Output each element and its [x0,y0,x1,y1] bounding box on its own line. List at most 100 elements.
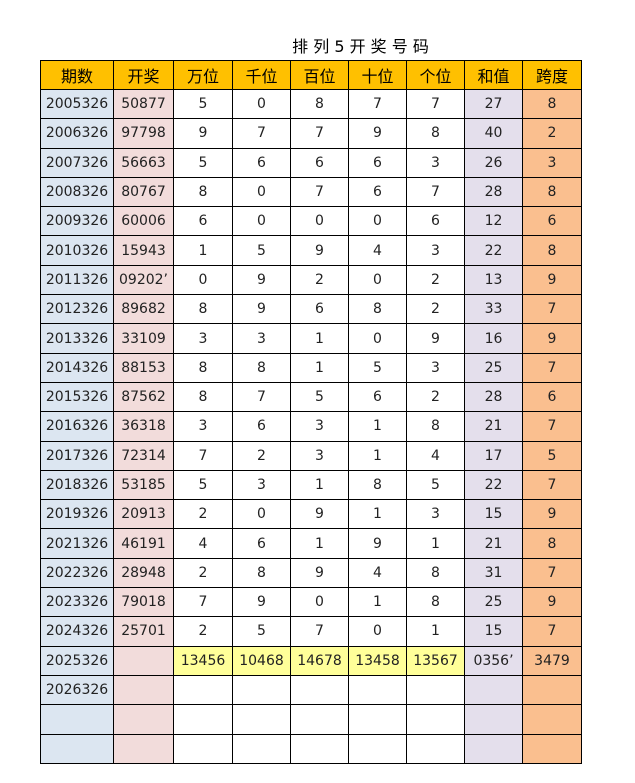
cell-thousands[interactable]: 0 [232,206,291,237]
cell-hundreds[interactable]: 5 [290,381,349,413]
cell-draw[interactable]: 80767 [113,176,174,208]
cell-draw[interactable]: 46191 [113,528,174,559]
cell-ten-thousands[interactable]: 7 [173,440,233,471]
cell-tens[interactable]: 9 [348,528,407,559]
cell-units[interactable] [406,674,465,706]
cell-tens[interactable]: 1 [348,440,407,471]
cell-units[interactable]: 2 [406,294,465,325]
cell-thousands[interactable]: 7 [232,381,291,413]
cell-ten-thousands[interactable]: 4 [173,528,233,559]
cell-span[interactable]: 7 [522,557,582,589]
cell-sum[interactable]: 21 [464,411,523,442]
cell-sum[interactable]: 13 [464,264,523,296]
cell-tens[interactable]: 6 [348,176,407,208]
cell-thousands[interactable]: 9 [232,264,291,296]
cell-hundreds[interactable]: 9 [290,557,349,589]
cell-ten-thousands[interactable]: 8 [173,176,233,208]
cell-units[interactable]: 13567 [406,645,465,676]
cell-tens[interactable]: 13458 [348,645,407,676]
cell-draw[interactable]: 20913 [113,499,174,530]
cell-tens[interactable] [348,674,407,706]
cell-ten-thousands[interactable] [173,733,233,764]
cell-thousands[interactable]: 6 [232,528,291,559]
cell-tens[interactable]: 7 [348,88,407,120]
cell-draw[interactable]: 53185 [113,469,174,501]
cell-sum[interactable]: 12 [464,206,523,237]
cell-thousands[interactable]: 0 [232,88,291,120]
cell-units[interactable]: 7 [406,88,465,120]
cell-draw[interactable]: 89682 [113,294,174,325]
cell-tens[interactable] [348,733,407,764]
cell-tens[interactable]: 8 [348,469,407,501]
cell-period[interactable]: 2024326 [40,616,114,647]
cell-hundreds[interactable]: 9 [290,235,349,266]
cell-draw[interactable]: 09202’ [113,264,174,296]
cell-ten-thousands[interactable]: 2 [173,499,233,530]
cell-units[interactable]: 3 [406,235,465,266]
cell-sum[interactable]: 15 [464,616,523,647]
cell-tens[interactable]: 8 [348,294,407,325]
cell-draw[interactable]: 50877 [113,88,174,120]
cell-units[interactable]: 3 [406,352,465,383]
cell-span[interactable]: 8 [522,88,582,120]
cell-draw[interactable]: 33109 [113,323,174,354]
cell-ten-thousands[interactable]: 3 [173,411,233,442]
cell-draw[interactable]: 36318 [113,411,174,442]
cell-period[interactable]: 2025326 [40,645,114,676]
cell-thousands[interactable] [232,674,291,706]
cell-span[interactable]: 9 [522,499,582,530]
cell-sum[interactable]: 28 [464,381,523,413]
cell-ten-thousands[interactable]: 1 [173,235,233,266]
cell-period[interactable]: 2007326 [40,147,114,178]
cell-period[interactable]: 2016326 [40,411,114,442]
cell-period[interactable] [40,733,114,764]
cell-thousands[interactable]: 3 [232,323,291,354]
cell-sum[interactable]: 33 [464,294,523,325]
cell-sum[interactable]: 16 [464,323,523,354]
cell-units[interactable]: 6 [406,206,465,237]
cell-span[interactable]: 7 [522,616,582,647]
cell-units[interactable]: 5 [406,469,465,501]
cell-units[interactable]: 8 [406,118,465,149]
cell-thousands[interactable] [232,733,291,764]
cell-ten-thousands[interactable]: 8 [173,294,233,325]
cell-sum[interactable]: 17 [464,440,523,471]
cell-thousands[interactable]: 2 [232,440,291,471]
cell-draw[interactable]: 15943 [113,235,174,266]
cell-ten-thousands[interactable]: 5 [173,469,233,501]
cell-units[interactable]: 8 [406,587,465,618]
cell-ten-thousands[interactable]: 9 [173,118,233,149]
cell-sum[interactable] [464,704,523,735]
cell-draw[interactable] [113,704,174,735]
cell-span[interactable]: 6 [522,206,582,237]
cell-ten-thousands[interactable] [173,674,233,706]
cell-hundreds[interactable]: 14678 [290,645,349,676]
cell-units[interactable]: 9 [406,323,465,354]
cell-hundreds[interactable]: 8 [290,88,349,120]
cell-hundreds[interactable]: 3 [290,411,349,442]
cell-tens[interactable]: 6 [348,147,407,178]
cell-period[interactable]: 2010326 [40,235,114,266]
cell-units[interactable]: 3 [406,147,465,178]
cell-sum[interactable]: 28 [464,176,523,208]
cell-hundreds[interactable]: 0 [290,206,349,237]
cell-sum[interactable]: 40 [464,118,523,149]
cell-period[interactable]: 2021326 [40,528,114,559]
cell-tens[interactable]: 0 [348,264,407,296]
cell-span[interactable]: 7 [522,294,582,325]
cell-thousands[interactable]: 10468 [232,645,291,676]
cell-tens[interactable]: 4 [348,235,407,266]
cell-sum[interactable]: 22 [464,469,523,501]
cell-draw[interactable]: 87562 [113,381,174,413]
cell-period[interactable]: 2026326 [40,674,114,706]
cell-draw[interactable]: 88153 [113,352,174,383]
cell-period[interactable]: 2023326 [40,587,114,618]
cell-ten-thousands[interactable]: 5 [173,147,233,178]
cell-span[interactable]: 7 [522,411,582,442]
cell-span[interactable] [522,674,582,706]
cell-sum[interactable]: 25 [464,352,523,383]
cell-hundreds[interactable]: 1 [290,352,349,383]
cell-period[interactable]: 2012326 [40,294,114,325]
cell-period[interactable]: 2005326 [40,88,114,120]
cell-ten-thousands[interactable]: 6 [173,206,233,237]
